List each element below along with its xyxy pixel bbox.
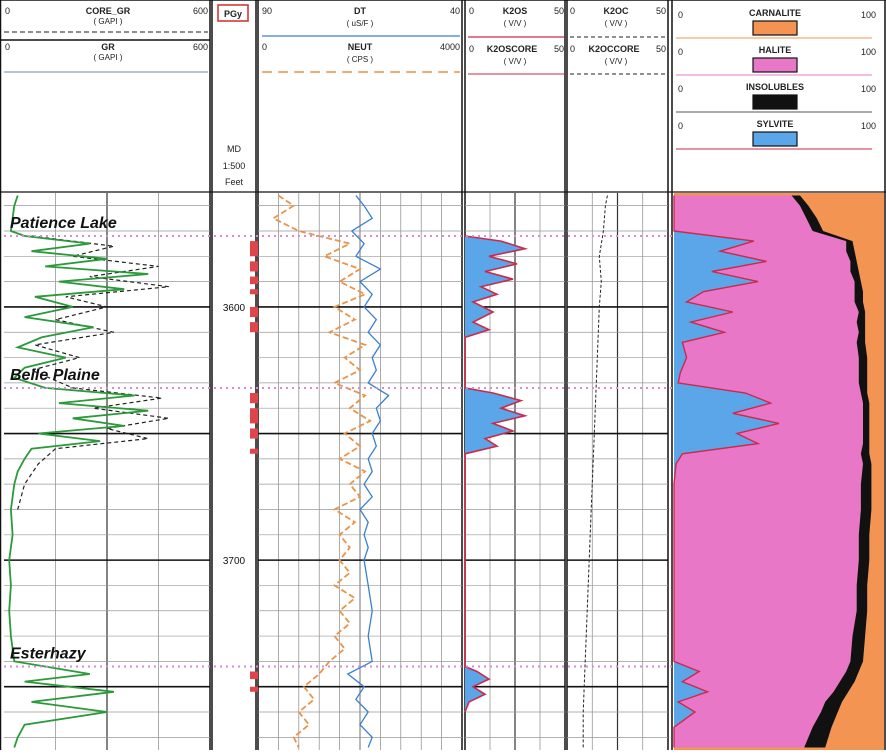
k2oc-max: 50 <box>656 6 666 16</box>
neut-name: NEUT <box>348 42 373 52</box>
sylvite-fill <box>674 195 779 748</box>
core-gr-curve <box>17 235 169 510</box>
sylvite-name: SYLVITE <box>757 119 794 129</box>
k2os-min: 0 <box>469 6 474 16</box>
neut-min: 0 <box>262 42 267 52</box>
k2os-curve <box>464 235 529 713</box>
lithology-badge-text: PGy <box>224 9 242 19</box>
track4-header: 0 K2OS 50 ( V/V ) 0 K2OSCORE 50 ( V/V ) <box>468 6 564 75</box>
core-interval-marker <box>250 408 258 424</box>
insolubles-name: INSOLUBLES <box>746 82 804 92</box>
log-curves <box>8 194 608 748</box>
halite-name: HALITE <box>759 45 792 55</box>
core-gr-min: 0 <box>5 6 10 16</box>
k2oc-curve <box>582 195 608 748</box>
k2oscore-name: K2OSCORE <box>487 44 538 54</box>
carnalite-max: 100 <box>861 10 876 20</box>
core-gr-name: CORE_GR <box>86 6 131 16</box>
sylvite-min: 0 <box>678 121 683 131</box>
core-gr-unit: ( GAPI ) <box>94 17 123 26</box>
gr-min: 0 <box>5 42 10 52</box>
k2occore-name: K2OCCORE <box>588 44 639 54</box>
neut-unit: ( CPS ) <box>347 55 374 64</box>
halite-max: 100 <box>861 47 876 57</box>
carnalite-swatch <box>752 20 798 36</box>
depth-unit: Feet <box>225 177 244 187</box>
core-interval-marker <box>250 289 258 295</box>
sylvite-swatch <box>752 131 798 147</box>
core-interval-marker <box>250 448 258 454</box>
k2oscore-max: 50 <box>554 44 564 54</box>
neut-max: 4000 <box>440 42 460 52</box>
formation-tops: Patience Lake Belle Plaine Esterhazy <box>4 215 672 668</box>
k2os-name: K2OS <box>503 6 528 16</box>
carnalite-name: CARNALITE <box>749 8 801 18</box>
gr-unit: ( GAPI ) <box>94 53 123 62</box>
track1-header: 0 CORE_GR 600 ( GAPI ) 0 GR 600 ( GAPI ) <box>4 6 208 73</box>
dt-min: 90 <box>262 6 272 16</box>
depth-label-3700: 3700 <box>223 556 246 567</box>
core-interval-marker <box>250 671 258 680</box>
mineral-track <box>673 193 884 750</box>
core-interval-marker <box>250 306 258 318</box>
core-interval-marker <box>250 276 258 285</box>
halite-swatch <box>752 57 798 73</box>
k2oc-unit: ( V/V ) <box>605 19 628 28</box>
insolubles-max: 100 <box>861 84 876 94</box>
k2os-unit: ( V/V ) <box>504 19 527 28</box>
core-interval-marker <box>250 261 258 272</box>
sylvite-edge-line <box>673 195 780 748</box>
k2occore-min: 0 <box>570 44 575 54</box>
formation-label-esterhazy: Esterhazy <box>10 645 87 662</box>
core-gr-max: 600 <box>193 6 208 16</box>
formation-label-patience-lake: Patience Lake <box>10 215 117 232</box>
k2os-max: 50 <box>554 6 564 16</box>
k2occore-max: 50 <box>656 44 666 54</box>
core-interval-marker <box>250 322 258 333</box>
core-interval-marker <box>250 393 258 404</box>
log-grid <box>4 193 832 750</box>
track5-header: 0 K2OC 50 ( V/V ) 0 K2OCCORE 50 ( V/V ) <box>570 6 666 75</box>
track6-header: 0 CARNALITE 100 0 HALITE 100 0 INSOLUBLE… <box>676 8 876 150</box>
carnalite-min: 0 <box>678 10 683 20</box>
sylvite-max: 100 <box>861 121 876 131</box>
lithology-badge <box>217 4 249 22</box>
k2oc-name: K2OC <box>603 6 629 16</box>
k2oc-min: 0 <box>570 6 575 16</box>
dt-max: 40 <box>450 6 460 16</box>
formation-label-belle-plaine: Belle Plaine <box>10 367 100 384</box>
depth-track-header: PGy MD 1:500 Feet <box>217 4 249 187</box>
core-interval-marker <box>250 241 258 257</box>
neut-curve <box>271 194 373 748</box>
gr-name: GR <box>101 42 115 52</box>
depth-scale: 1:500 <box>223 161 246 171</box>
k2occore-unit: ( V/V ) <box>605 57 628 66</box>
depth-ticks: 3600 3700 <box>223 303 246 567</box>
core-interval-marker <box>250 428 258 439</box>
gr-curve <box>8 195 149 748</box>
core-intervals <box>250 241 258 692</box>
track3-header: 90 DT 40 ( uS/F ) 0 NEUT 4000 ( CPS ) <box>262 6 460 73</box>
depth-label-md: MD <box>227 144 241 154</box>
dt-unit: ( uS/F ) <box>347 19 374 28</box>
dt-name: DT <box>354 6 366 16</box>
insolubles-min: 0 <box>678 84 683 94</box>
halite-min: 0 <box>678 47 683 57</box>
insolubles-swatch <box>752 94 798 110</box>
gr-max: 600 <box>193 42 208 52</box>
k2oscore-min: 0 <box>469 44 474 54</box>
k2oscore-unit: ( V/V ) <box>504 57 527 66</box>
core-interval-marker <box>250 686 258 692</box>
depth-label-3600: 3600 <box>223 303 246 314</box>
